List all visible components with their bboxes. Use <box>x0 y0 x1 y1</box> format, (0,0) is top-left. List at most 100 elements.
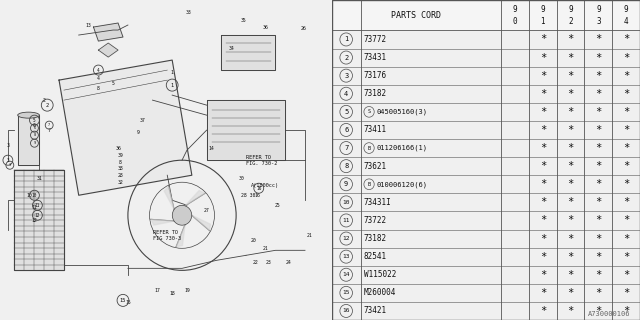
Polygon shape <box>207 100 285 160</box>
Text: 045005160(3): 045005160(3) <box>377 108 428 115</box>
Text: 16: 16 <box>256 186 262 191</box>
Polygon shape <box>176 225 185 247</box>
Polygon shape <box>99 43 118 57</box>
Text: *: * <box>568 71 573 81</box>
Polygon shape <box>14 170 64 270</box>
Text: 8: 8 <box>33 133 35 137</box>
Text: 23: 23 <box>266 260 271 265</box>
Text: *: * <box>568 179 573 189</box>
Text: 1: 1 <box>171 69 173 75</box>
Text: *: * <box>595 234 602 244</box>
Text: *: * <box>595 143 602 153</box>
Text: 8: 8 <box>97 86 100 91</box>
Text: *: * <box>540 197 546 207</box>
Text: 8: 8 <box>118 160 122 165</box>
Text: 11: 11 <box>31 205 37 210</box>
Text: W115022: W115022 <box>364 270 396 279</box>
Text: *: * <box>595 35 602 44</box>
Text: *: * <box>540 143 546 153</box>
Text: M260004: M260004 <box>364 288 396 297</box>
Text: 5: 5 <box>33 118 36 123</box>
Text: REFER TO
FIG. 730-2: REFER TO FIG. 730-2 <box>246 155 277 166</box>
Text: *: * <box>568 161 573 171</box>
Ellipse shape <box>18 112 39 118</box>
Text: *: * <box>540 215 546 226</box>
Text: B: B <box>367 146 371 150</box>
Text: *: * <box>595 179 602 189</box>
Text: 4: 4 <box>624 17 628 26</box>
Text: 16: 16 <box>342 308 350 314</box>
Polygon shape <box>59 60 192 195</box>
Text: 73722: 73722 <box>364 216 387 225</box>
Text: 7: 7 <box>344 145 348 151</box>
Text: *: * <box>568 197 573 207</box>
Text: *: * <box>595 161 602 171</box>
Text: *: * <box>623 179 629 189</box>
Text: *: * <box>540 252 546 262</box>
Text: 10: 10 <box>27 193 33 198</box>
Text: *: * <box>540 179 546 189</box>
Text: 4: 4 <box>97 68 100 73</box>
Text: 73182: 73182 <box>364 234 387 243</box>
Text: *: * <box>623 215 629 226</box>
Polygon shape <box>151 220 174 225</box>
Text: *: * <box>623 125 629 135</box>
Text: *: * <box>595 306 602 316</box>
Polygon shape <box>164 187 174 210</box>
Text: 14: 14 <box>342 272 350 277</box>
Text: 5: 5 <box>344 109 348 115</box>
Text: *: * <box>568 288 573 298</box>
Text: *: * <box>568 107 573 117</box>
Text: 9: 9 <box>624 4 628 14</box>
Text: *: * <box>540 161 546 171</box>
Text: *: * <box>623 52 629 62</box>
Text: 32: 32 <box>117 180 123 185</box>
Text: REFER TO
FIG 730-3: REFER TO FIG 730-3 <box>152 230 180 241</box>
Text: PARTS CORD: PARTS CORD <box>391 11 442 20</box>
Text: 12: 12 <box>31 218 37 223</box>
Text: *: * <box>540 234 546 244</box>
Text: *: * <box>540 288 546 298</box>
Text: *: * <box>623 143 629 153</box>
Text: *: * <box>568 252 573 262</box>
Text: 4: 4 <box>97 76 100 81</box>
Text: 73431: 73431 <box>364 53 387 62</box>
Text: *: * <box>623 306 629 316</box>
Text: *: * <box>595 89 602 99</box>
Text: *: * <box>568 143 573 153</box>
Polygon shape <box>185 190 205 206</box>
Text: 21: 21 <box>307 233 313 238</box>
Text: 1: 1 <box>541 17 545 26</box>
Text: 36: 36 <box>115 146 121 151</box>
Polygon shape <box>18 115 39 165</box>
Text: A730000106: A730000106 <box>588 311 631 317</box>
Text: 28: 28 <box>117 173 123 178</box>
Text: 3: 3 <box>596 17 601 26</box>
Text: *: * <box>623 89 629 99</box>
Text: 15: 15 <box>342 290 350 295</box>
Text: 28 30: 28 30 <box>241 193 255 198</box>
Text: 17: 17 <box>154 288 160 293</box>
Text: 25: 25 <box>275 203 280 208</box>
Text: 9: 9 <box>33 141 35 145</box>
Text: 7: 7 <box>48 123 51 127</box>
Text: 9: 9 <box>568 4 573 14</box>
Text: 27: 27 <box>204 208 209 213</box>
Text: *: * <box>623 107 629 117</box>
Text: *: * <box>595 215 602 226</box>
Text: 12: 12 <box>342 236 350 241</box>
Text: 8: 8 <box>344 163 348 169</box>
Text: *: * <box>568 306 573 316</box>
Text: 26: 26 <box>300 26 306 30</box>
Text: 7: 7 <box>48 128 51 133</box>
Text: *: * <box>540 52 546 62</box>
Text: 35: 35 <box>241 18 247 22</box>
Text: 2: 2 <box>45 103 49 108</box>
Text: 39: 39 <box>117 153 123 158</box>
Text: 37: 37 <box>140 118 145 123</box>
Text: *: * <box>595 288 602 298</box>
Text: *: * <box>595 270 602 280</box>
Text: *: * <box>568 234 573 244</box>
Text: *: * <box>623 161 629 171</box>
Text: 73431I: 73431I <box>364 198 392 207</box>
